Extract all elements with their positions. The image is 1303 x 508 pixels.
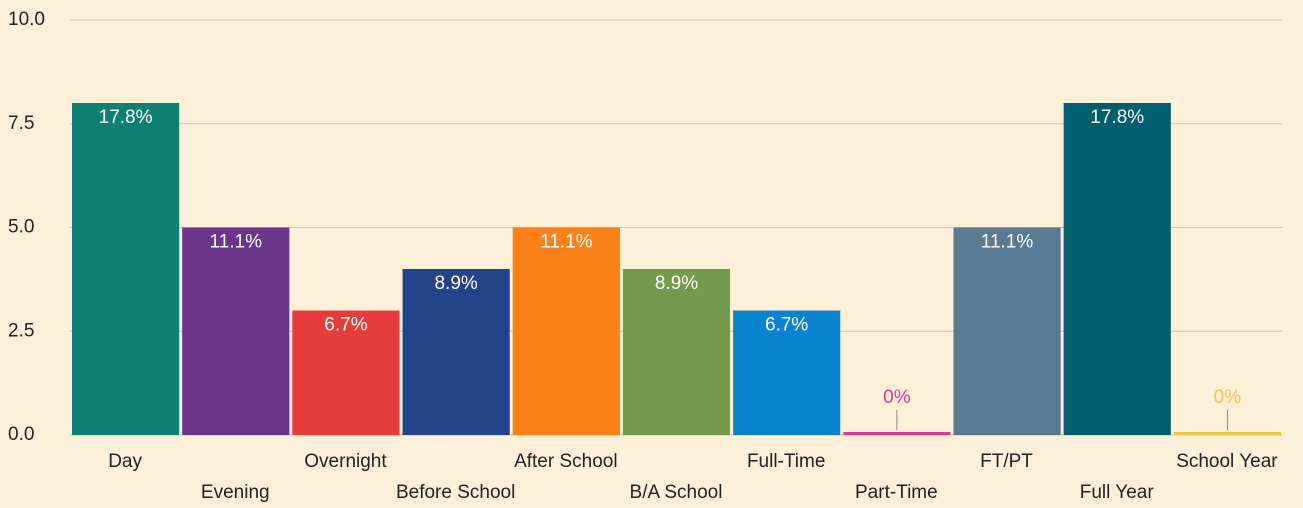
bar	[843, 432, 951, 435]
value-label: 0%	[1214, 387, 1242, 408]
bar	[1063, 103, 1171, 435]
value-label: 8.9%	[655, 273, 698, 294]
y-tick-label: 5.0	[8, 217, 34, 238]
value-label: 6.7%	[765, 315, 808, 336]
value-label: 6.7%	[324, 315, 367, 336]
bar	[733, 310, 841, 435]
value-label: 17.8%	[99, 107, 153, 128]
x-tick-label: School Year	[1176, 451, 1278, 472]
x-tick-label: Overnight	[304, 451, 387, 472]
bar	[292, 310, 400, 435]
value-label: 11.1%	[540, 232, 593, 253]
x-tick-label: Full Year	[1080, 482, 1155, 503]
y-tick-label: 10.0	[8, 9, 45, 30]
bar	[182, 227, 290, 435]
x-tick-label: Before School	[396, 482, 515, 503]
x-tick-label: Day	[108, 451, 142, 472]
x-tick-label: B/A School	[630, 482, 723, 503]
y-tick-label: 7.5	[8, 113, 34, 134]
x-tick-label: Part-Time	[855, 482, 938, 503]
y-tick-label: 0.0	[8, 424, 34, 445]
value-label: 8.9%	[434, 273, 477, 294]
bar	[72, 103, 180, 435]
x-tick-label: After School	[514, 451, 618, 472]
x-tick-label: Evening	[201, 482, 270, 503]
bar	[1173, 432, 1281, 435]
value-label: 11.1%	[981, 232, 1034, 253]
bar	[622, 269, 731, 435]
x-tick-label: FT/PT	[980, 451, 1033, 472]
bar	[953, 227, 1061, 435]
x-tick-label: Full-Time	[747, 451, 825, 472]
value-label: 17.8%	[1090, 107, 1144, 128]
value-label: 0%	[883, 387, 911, 408]
bar	[512, 227, 620, 435]
y-tick-label: 2.5	[8, 320, 34, 341]
value-label: 11.1%	[210, 232, 263, 253]
bar	[402, 269, 510, 435]
